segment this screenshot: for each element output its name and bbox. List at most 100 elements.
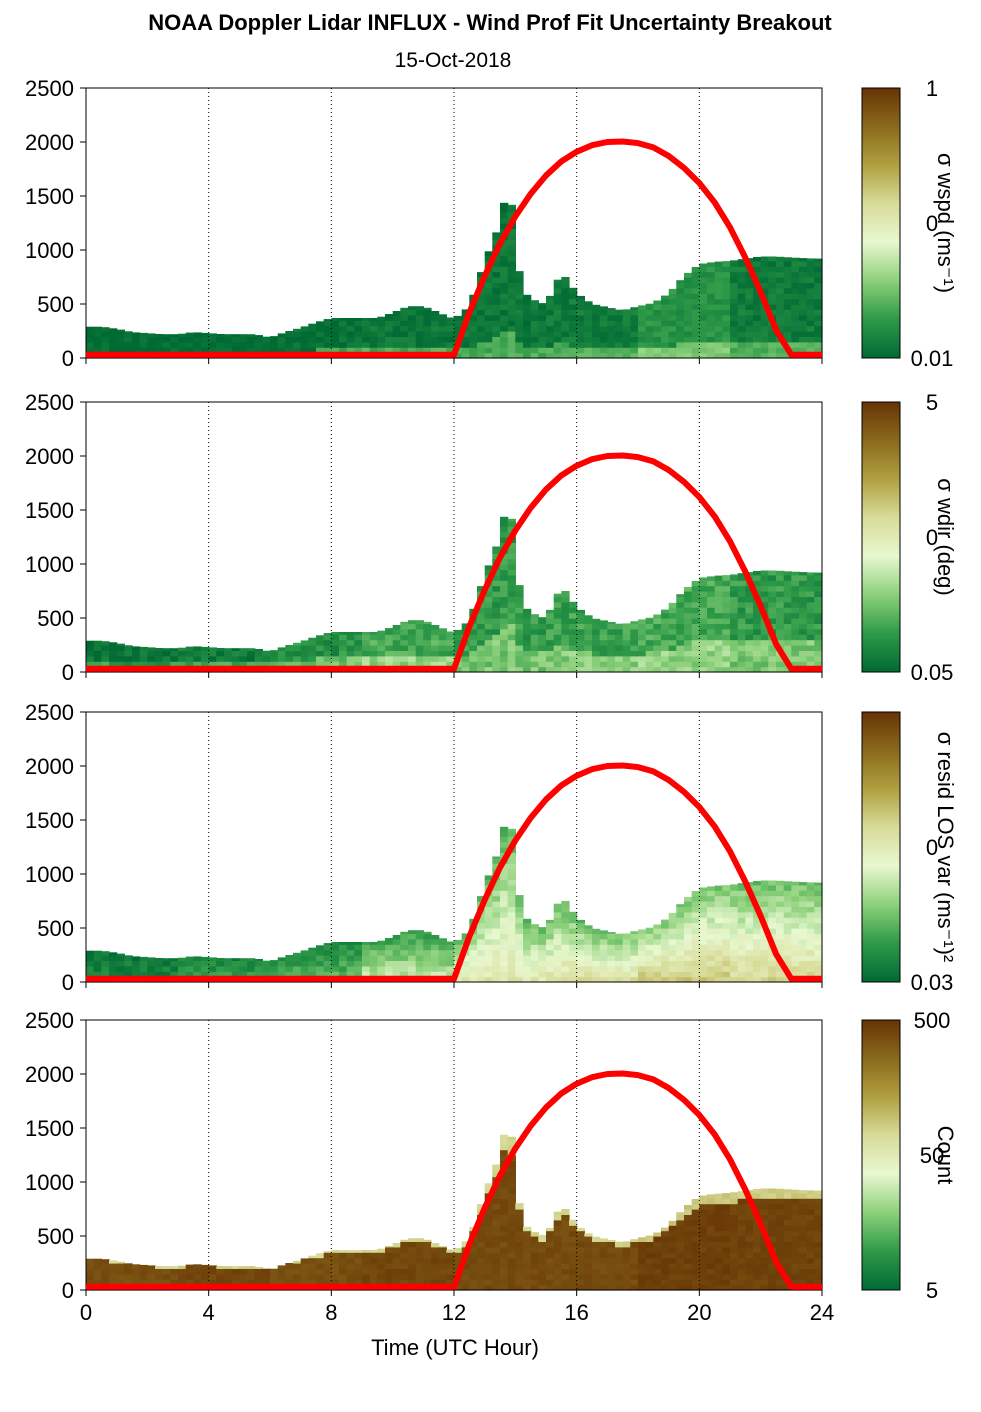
heatmap-cell: [730, 574, 739, 581]
heatmap-cell: [799, 325, 808, 332]
heatmap-cell: [523, 1284, 532, 1291]
heatmap-cell: [776, 352, 785, 359]
heatmap-cell: [615, 1263, 624, 1269]
heatmap-cell: [569, 666, 578, 673]
heatmap-cell: [408, 971, 417, 978]
heatmap-cell: [423, 933, 432, 940]
heatmap-cell: [676, 298, 685, 305]
heatmap-cell: [185, 1273, 194, 1280]
heatmap-cell: [791, 1268, 800, 1275]
heatmap-cell: [339, 1268, 348, 1275]
heatmap-cell: [745, 293, 754, 300]
heatmap-cell: [776, 944, 785, 951]
heatmap-cell: [461, 1241, 470, 1248]
heatmap-cell: [400, 628, 409, 635]
heatmap-cell: [515, 591, 524, 597]
heatmap-cell: [538, 971, 547, 978]
heatmap-cell: [722, 949, 731, 956]
heatmap-cell: [507, 320, 516, 327]
heatmap-cell: [661, 634, 670, 641]
heatmap-cell: [592, 1252, 601, 1259]
heatmap-cell: [293, 1279, 302, 1286]
heatmap-cell: [507, 282, 516, 289]
heatmap-cell: [377, 634, 386, 641]
heatmap-cell: [507, 1279, 516, 1286]
heatmap-cell: [93, 1263, 102, 1269]
heatmap-cell: [208, 650, 217, 657]
heatmap-cell: [737, 1191, 746, 1194]
heatmap-cell: [569, 304, 578, 310]
heatmap-cell: [722, 287, 731, 294]
heatmap-cell: [722, 960, 731, 967]
heatmap-cell: [753, 881, 762, 886]
heatmap-cell: [553, 911, 562, 918]
heatmap-cell: [308, 325, 317, 332]
heatmap-cell: [362, 1273, 371, 1280]
heatmap-cell: [776, 612, 785, 619]
heatmap-cell: [507, 874, 516, 880]
heatmap-cell: [400, 938, 409, 945]
y-tick-label: 2500: [25, 390, 74, 415]
heatmap-cell: [408, 314, 417, 321]
heatmap-cell: [783, 1198, 792, 1205]
heatmap-cell: [714, 1284, 723, 1291]
heatmap-cell: [638, 1284, 647, 1291]
heatmap-cell: [553, 298, 562, 305]
heatmap-cell: [645, 1235, 654, 1237]
heatmap-cell: [722, 580, 731, 587]
heatmap-cell: [668, 352, 677, 359]
heatmap-cell: [546, 1236, 555, 1242]
heatmap-cell: [392, 311, 401, 316]
heatmap-cell: [699, 331, 708, 337]
heatmap-cell: [745, 1225, 754, 1232]
heatmap-cell: [331, 1252, 340, 1259]
heatmap-cell: [714, 1225, 723, 1232]
heatmap-cell: [768, 1198, 777, 1205]
heatmap-cell: [500, 282, 509, 289]
heatmap-cell: [385, 1246, 394, 1248]
heatmap-cell: [239, 1268, 248, 1275]
heatmap-cell: [691, 955, 700, 961]
heatmap-cell: [707, 911, 716, 918]
heatmap-cell: [638, 325, 647, 332]
heatmap-cell: [599, 1246, 608, 1253]
heatmap-cell: [561, 320, 570, 327]
heatmap-cell: [408, 628, 417, 635]
heatmap-cell: [239, 1266, 248, 1269]
heatmap-cell: [515, 1230, 524, 1237]
heatmap-cell: [484, 1279, 493, 1286]
heatmap-cell: [109, 645, 118, 651]
heatmap-cell: [538, 1246, 547, 1253]
heatmap-cell: [622, 336, 631, 343]
heatmap-cell: [645, 347, 654, 354]
heatmap-cell: [676, 607, 685, 614]
heatmap-cell: [423, 955, 432, 961]
heatmap-cell: [799, 580, 808, 587]
heatmap-cell: [722, 1203, 731, 1210]
heatmap-cell: [791, 618, 800, 624]
heatmap-cell: [737, 1230, 746, 1237]
heatmap-cell: [193, 1268, 202, 1275]
heatmap-cell: [507, 868, 516, 875]
heatmap-cell: [714, 1279, 723, 1286]
heatmap-cell: [799, 1279, 808, 1286]
heatmap-cell: [799, 944, 808, 951]
heatmap-cell: [714, 314, 723, 321]
heatmap-cell: [730, 325, 739, 332]
heatmap-cell: [523, 314, 532, 321]
heatmap-cell: [622, 949, 631, 956]
heatmap-cell: [216, 971, 225, 978]
heatmap-cell: [707, 282, 716, 289]
colorbar: 500.05σ wdir (deg): [861, 390, 958, 685]
heatmap-cell: [438, 1268, 447, 1275]
heatmap-cell: [638, 347, 647, 354]
heatmap-cell: [730, 976, 739, 983]
heatmap-cell: [691, 309, 700, 316]
heatmap-cell: [415, 623, 424, 630]
heatmap-cell: [753, 1273, 762, 1280]
heatmap-cell: [707, 1263, 716, 1269]
heatmap-cell: [722, 895, 731, 902]
heatmap-cell: [155, 965, 164, 972]
heatmap-cell: [546, 645, 555, 651]
heatmap-cell: [776, 1257, 785, 1264]
